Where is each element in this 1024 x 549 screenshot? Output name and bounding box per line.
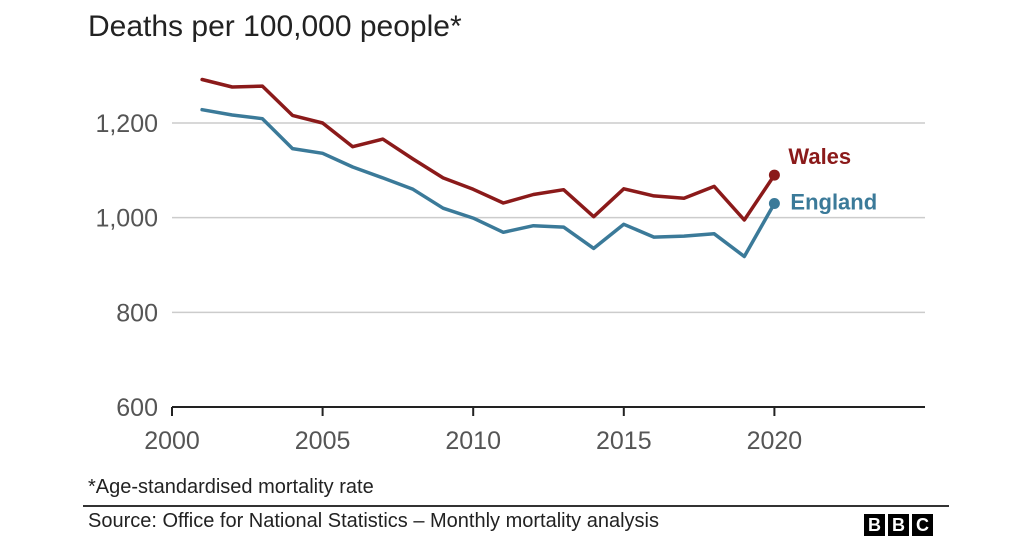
bbc-logo-letter: C bbox=[912, 514, 933, 536]
x-tick-label: 2000 bbox=[144, 427, 200, 455]
series-label-england: England bbox=[790, 189, 877, 214]
source-divider bbox=[83, 505, 949, 507]
chart-footnote: *Age-standardised mortality rate bbox=[88, 476, 374, 498]
bbc-logo-letter: B bbox=[864, 514, 885, 536]
y-tick-label: 800 bbox=[116, 299, 158, 327]
x-tick-label: 2015 bbox=[596, 427, 652, 455]
series-end-point-wales bbox=[768, 169, 780, 181]
chart-title: Deaths per 100,000 people* bbox=[88, 10, 462, 43]
y-tick-label: 1,000 bbox=[95, 205, 158, 233]
series-line-wales bbox=[200, 77, 777, 222]
series-end-point-england bbox=[768, 197, 780, 209]
x-tick-label: 2010 bbox=[445, 427, 501, 455]
series-line-england bbox=[200, 107, 777, 259]
chart-source: Source: Office for National Statistics –… bbox=[88, 510, 659, 532]
y-tick-label: 600 bbox=[116, 394, 158, 422]
y-tick-label: 1,200 bbox=[95, 110, 158, 138]
bbc-logo: B B C bbox=[864, 514, 933, 536]
series-label-wales: Wales bbox=[788, 144, 851, 169]
x-tick-label: 2020 bbox=[747, 427, 803, 455]
bbc-logo-letter: B bbox=[888, 514, 909, 536]
x-tick-label: 2005 bbox=[295, 427, 351, 455]
